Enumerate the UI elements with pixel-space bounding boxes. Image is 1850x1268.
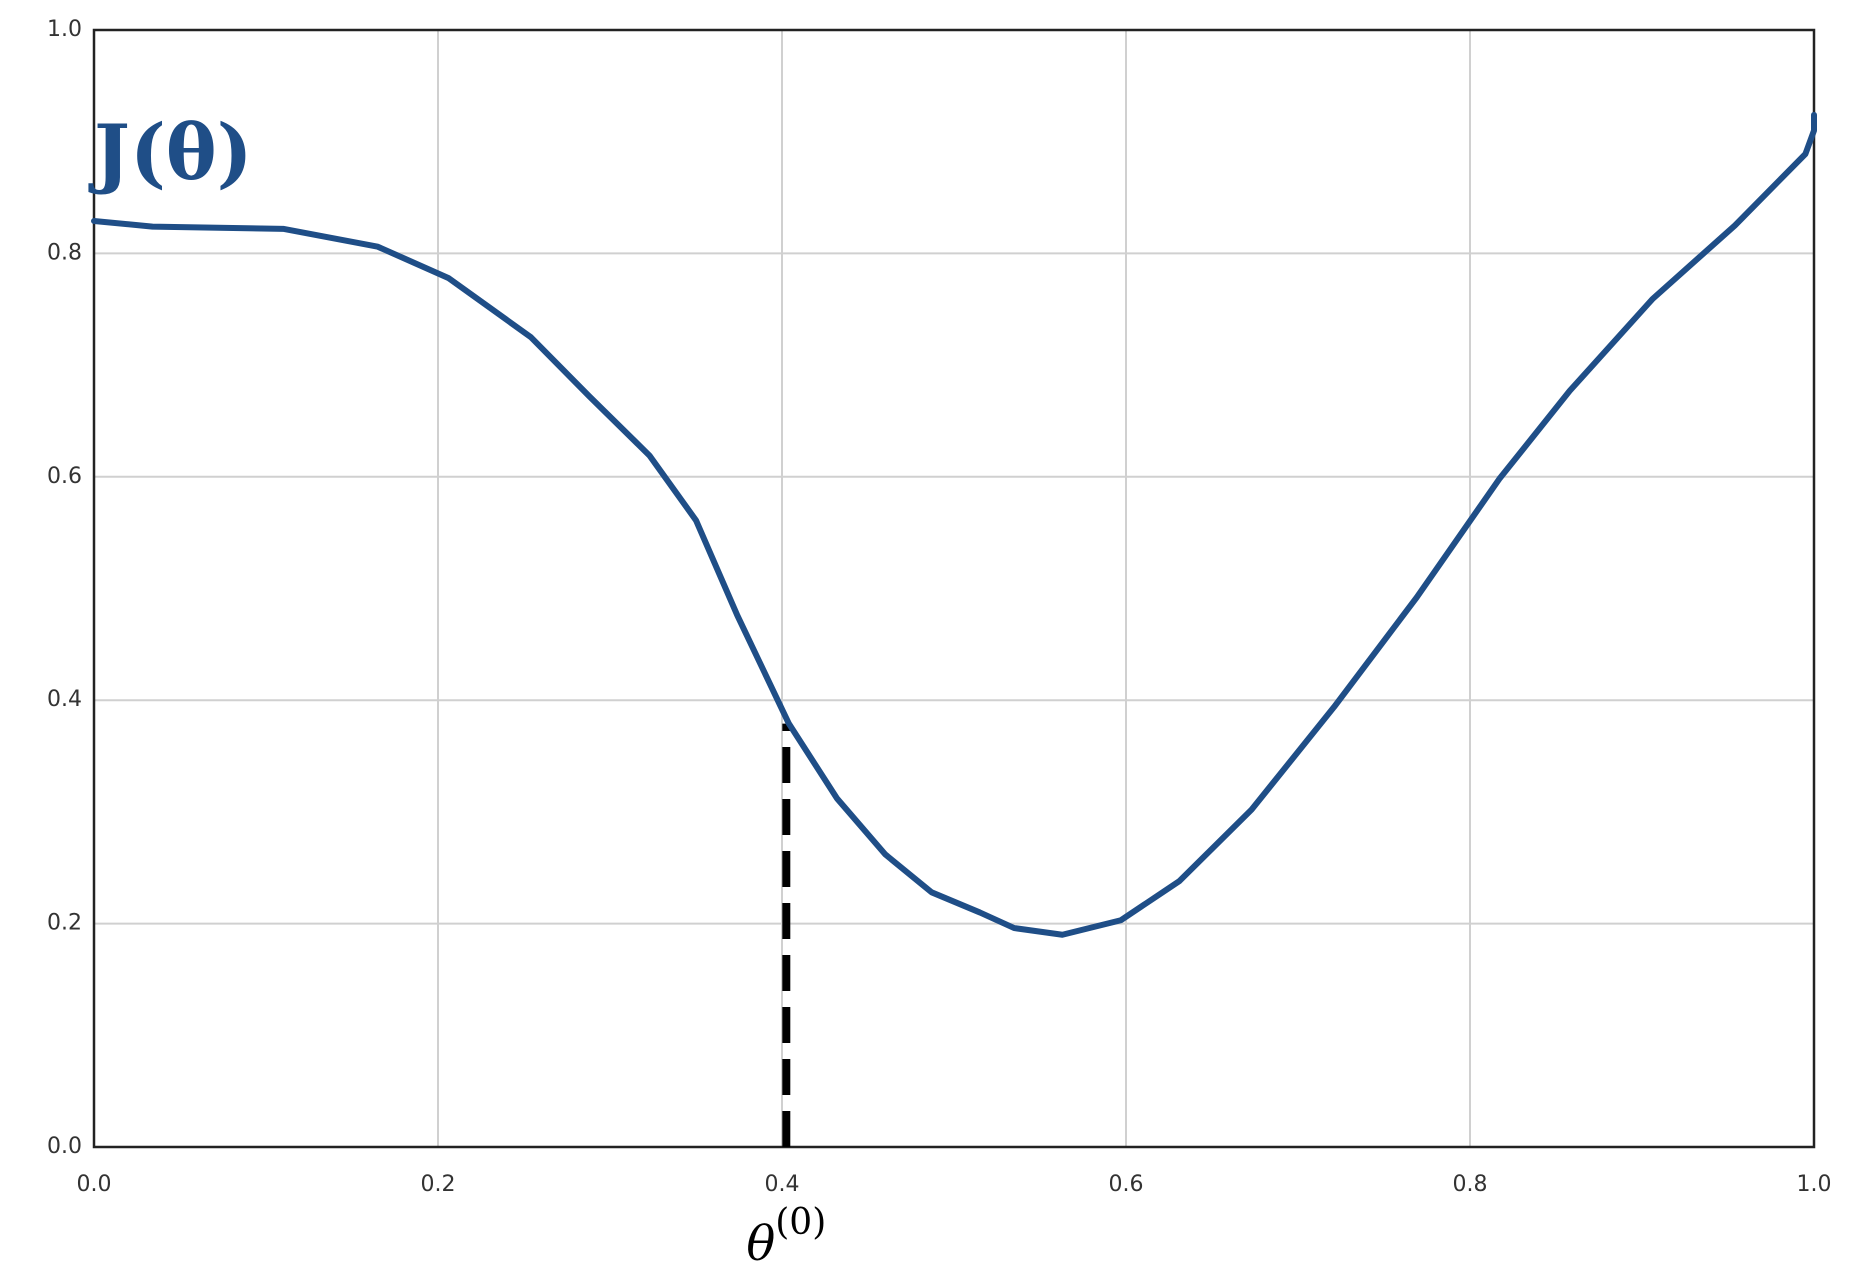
y-tick-label: 0.6 [47,464,82,489]
x-tick-label: 0.8 [1453,1172,1488,1197]
axis-annotation: θ(0) [746,1202,826,1268]
y-tick-label: 0.4 [47,687,82,712]
annotation: J(θ) [88,107,253,196]
y-tick-label: 0.0 [47,1134,82,1159]
annotation-superscript: (0) [775,1202,826,1243]
y-tick-label: 0.8 [47,240,82,265]
x-tick-label: 0.2 [421,1172,456,1197]
annotation-symbol: θ [746,1216,775,1268]
x-tick-label: 0.0 [77,1172,112,1197]
y-tick-label: 1.0 [47,17,82,42]
plot-frame [92,28,1816,1149]
x-tick-label: 0.6 [1109,1172,1144,1197]
line [91,111,1817,938]
x-tick-label: 1.0 [1797,1172,1832,1197]
y-tick-label: 0.2 [47,911,82,936]
x-tick-label: 0.4 [765,1172,800,1197]
